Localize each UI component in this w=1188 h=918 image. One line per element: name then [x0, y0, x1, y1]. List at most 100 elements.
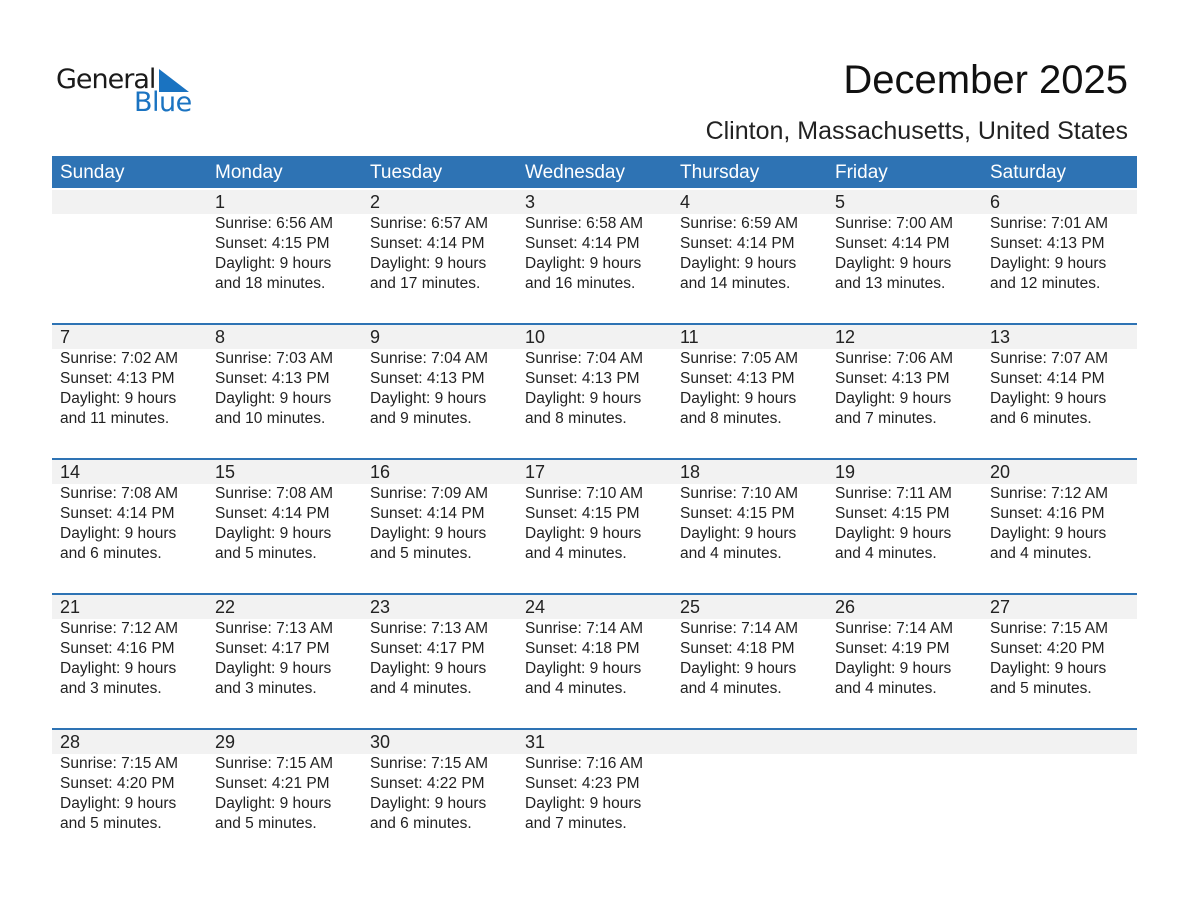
- day-cell: 22 Sunrise: 7:13 AM Sunset: 4:17 PM Dayligh…: [207, 595, 362, 728]
- sunrise-text: Sunrise: 7:15 AM: [990, 620, 1109, 637]
- sunrise-text: Sunrise: 7:03 AM: [215, 350, 334, 367]
- daylight-text: Daylight: 9 hours: [835, 255, 952, 272]
- day-cell: 30 Sunrise: 7:15 AM Sunset: 4:22 PM Dayligh…: [362, 730, 517, 863]
- logo: General Blue: [56, 64, 196, 119]
- day-cell: 14 Sunrise: 7:08 AM Sunset: 4:14 PM Dayligh…: [52, 460, 207, 593]
- sunrise-text: Sunrise: 7:09 AM: [370, 485, 489, 502]
- day-cell: 4 Sunrise: 6:59 AM Sunset: 4:14 PM Daylight…: [672, 188, 827, 323]
- day-cell: 24 Sunrise: 7:14 AM Sunset: 4:18 PM Dayligh…: [517, 595, 672, 728]
- day-cell: 28 Sunrise: 7:15 AM Sunset: 4:20 PM Dayligh…: [52, 730, 207, 863]
- daylight-text: Daylight: 9 hours: [215, 795, 332, 812]
- daylight-text: Daylight: 9 hours: [215, 660, 332, 677]
- daylight-text: Daylight: 9 hours: [215, 255, 332, 272]
- sunrise-text: Sunrise: 7:15 AM: [215, 755, 334, 772]
- day-number: 12: [835, 327, 856, 347]
- sunset-text: Sunset: 4:14 PM: [60, 505, 175, 522]
- weekday-friday: Friday: [835, 162, 888, 183]
- daylight-text: Daylight: 9 hours: [990, 525, 1107, 542]
- sunset-text: Sunset: 4:19 PM: [835, 640, 950, 657]
- daylight-minutes-text: and 8 minutes.: [525, 410, 627, 427]
- weekday-sunday: Sunday: [60, 162, 125, 183]
- day-number: 9: [370, 327, 381, 347]
- daylight-text: Daylight: 9 hours: [990, 255, 1107, 272]
- sunset-text: Sunset: 4:14 PM: [680, 235, 795, 252]
- sunset-text: Sunset: 4:17 PM: [215, 640, 330, 657]
- sunset-text: Sunset: 4:20 PM: [990, 640, 1105, 657]
- empty-day-cell: [52, 188, 207, 323]
- day-number-band: [52, 190, 1137, 214]
- day-number: 18: [680, 462, 701, 482]
- weekday-tuesday: Tuesday: [370, 162, 443, 183]
- day-number: 3: [525, 192, 536, 212]
- day-number-band: [52, 595, 1137, 619]
- daylight-minutes-text: and 16 minutes.: [525, 275, 636, 292]
- day-cell: 16 Sunrise: 7:09 AM Sunset: 4:14 PM Dayligh…: [362, 460, 517, 593]
- daylight-text: Daylight: 9 hours: [990, 660, 1107, 677]
- day-number: 23: [370, 597, 391, 617]
- day-number: 1: [215, 192, 226, 212]
- daylight-text: Daylight: 9 hours: [370, 525, 487, 542]
- sunset-text: Sunset: 4:13 PM: [835, 370, 950, 387]
- day-cell: 13 Sunrise: 7:07 AM Sunset: 4:14 PM Dayligh…: [982, 325, 1137, 458]
- day-cell: 12 Sunrise: 7:06 AM Sunset: 4:13 PM Dayligh…: [827, 325, 982, 458]
- daylight-minutes-text: and 4 minutes.: [370, 680, 472, 697]
- sunrise-text: Sunrise: 7:08 AM: [60, 485, 179, 502]
- day-cell: 19 Sunrise: 7:11 AM Sunset: 4:15 PM Dayligh…: [827, 460, 982, 593]
- day-number: 6: [990, 192, 1001, 212]
- day-number: 11: [680, 327, 699, 347]
- weekday-header: Sunday Monday Tuesday Wednesday Thursday Frid…: [52, 156, 1137, 188]
- calendar: Sunday Monday Tuesday Wednesday Thursday Frid…: [52, 156, 1137, 863]
- day-number: 27: [990, 597, 1011, 617]
- sunrise-text: Sunrise: 7:00 AM: [835, 215, 954, 232]
- day-number: 22: [215, 597, 236, 617]
- day-cell: 23 Sunrise: 7:13 AM Sunset: 4:17 PM Dayligh…: [362, 595, 517, 728]
- daylight-text: Daylight: 9 hours: [215, 525, 332, 542]
- sunset-text: Sunset: 4:13 PM: [990, 235, 1105, 252]
- empty-day-cell: [827, 730, 982, 863]
- day-cell: 31 Sunrise: 7:16 AM Sunset: 4:23 PM Dayligh…: [517, 730, 672, 863]
- sunset-text: Sunset: 4:13 PM: [370, 370, 485, 387]
- sunset-text: Sunset: 4:14 PM: [990, 370, 1105, 387]
- day-cell: 25 Sunrise: 7:14 AM Sunset: 4:18 PM Dayligh…: [672, 595, 827, 728]
- page-title: December 2025: [843, 58, 1128, 102]
- logo-text-blue: Blue: [134, 87, 192, 118]
- sunset-text: Sunset: 4:13 PM: [60, 370, 175, 387]
- daylight-text: Daylight: 9 hours: [680, 390, 797, 407]
- sunrise-text: Sunrise: 7:04 AM: [370, 350, 489, 367]
- day-cell: 15 Sunrise: 7:08 AM Sunset: 4:14 PM Dayligh…: [207, 460, 362, 593]
- daylight-text: Daylight: 9 hours: [60, 795, 177, 812]
- daylight-minutes-text: and 17 minutes.: [370, 275, 481, 292]
- daylight-text: Daylight: 9 hours: [835, 390, 952, 407]
- day-number-band: [52, 460, 1137, 484]
- daylight-minutes-text: and 7 minutes.: [835, 410, 937, 427]
- weekday-wednesday: Wednesday: [525, 162, 625, 183]
- sunrise-text: Sunrise: 7:14 AM: [835, 620, 954, 637]
- day-number: 14: [60, 462, 81, 482]
- day-number: 19: [835, 462, 856, 482]
- day-number: 26: [835, 597, 856, 617]
- day-number: 21: [60, 597, 81, 617]
- location-subtitle: Clinton, Massachusetts, United States: [705, 117, 1128, 145]
- logo-triangle-icon: [159, 69, 189, 92]
- sunset-text: Sunset: 4:22 PM: [370, 775, 485, 792]
- empty-day-cell: [672, 730, 827, 863]
- sunrise-text: Sunrise: 6:58 AM: [525, 215, 644, 232]
- sunset-text: Sunset: 4:14 PM: [215, 505, 330, 522]
- day-number: 8: [215, 327, 226, 347]
- day-cell: 10 Sunrise: 7:04 AM Sunset: 4:13 PM Dayligh…: [517, 325, 672, 458]
- day-cell: 21 Sunrise: 7:12 AM Sunset: 4:16 PM Dayligh…: [52, 595, 207, 728]
- daylight-minutes-text: and 6 minutes.: [990, 410, 1092, 427]
- day-number: 24: [525, 597, 546, 617]
- week-row: 21 Sunrise: 7:12 AM Sunset: 4:16 PM Dayligh…: [52, 593, 1137, 728]
- sunrise-text: Sunrise: 7:08 AM: [215, 485, 334, 502]
- sunrise-text: Sunrise: 7:10 AM: [680, 485, 799, 502]
- day-number: 10: [525, 327, 546, 347]
- week-row: 28 Sunrise: 7:15 AM Sunset: 4:20 PM Dayligh…: [52, 728, 1137, 863]
- daylight-text: Daylight: 9 hours: [370, 390, 487, 407]
- day-number: 4: [680, 192, 691, 212]
- daylight-text: Daylight: 9 hours: [525, 255, 642, 272]
- daylight-text: Daylight: 9 hours: [60, 525, 177, 542]
- sunset-text: Sunset: 4:16 PM: [990, 505, 1105, 522]
- daylight-minutes-text: and 14 minutes.: [680, 275, 791, 292]
- weekday-monday: Monday: [215, 162, 283, 183]
